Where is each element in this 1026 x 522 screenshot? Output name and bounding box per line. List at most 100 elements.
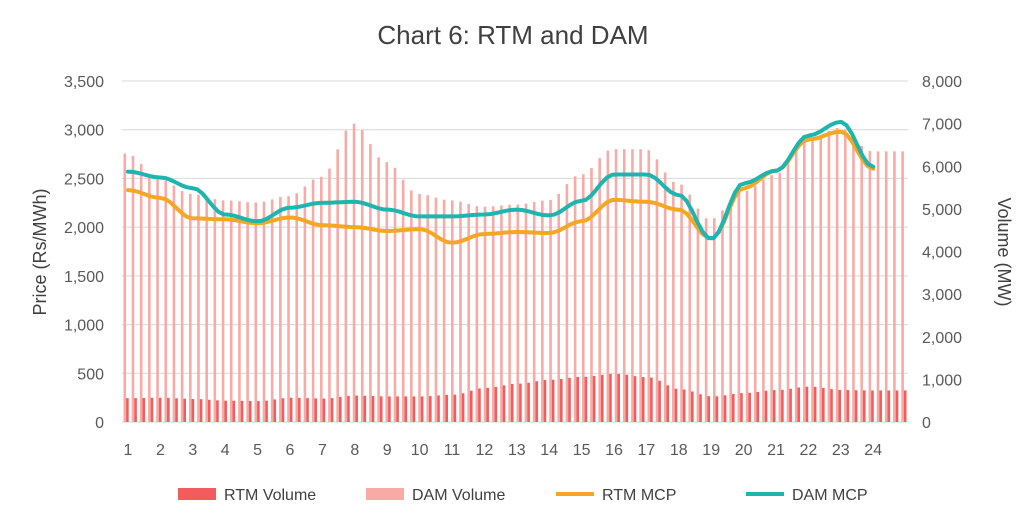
dam-volume-bar (770, 175, 773, 422)
rtm-volume-bar (257, 401, 260, 422)
rtm-volume-bar (404, 396, 408, 422)
x-tick-label: 10 (411, 442, 429, 459)
dam-volume-bar (704, 218, 708, 422)
x-tick-label: 9 (383, 442, 392, 459)
rtm-volume-bar (781, 389, 784, 422)
rtm-volume-bar (429, 396, 432, 422)
rtm-volume-bar (224, 400, 227, 422)
rtm-volume-bar (265, 400, 268, 422)
rtm-volume-bar (731, 393, 735, 422)
left-axis-title: Price (Rs/MWh) (30, 189, 50, 316)
rtm-volume-bar (535, 381, 539, 422)
dam-volume-bar (581, 174, 585, 422)
rtm-volume-bar (240, 400, 244, 422)
rtm-volume-bar (764, 390, 768, 422)
rtm-volume-bar (560, 379, 563, 422)
rtm-volume-bar (289, 397, 293, 422)
dam-volume-bar (565, 184, 569, 422)
dam-volume-bar (238, 201, 241, 422)
rtm-volume-bar (330, 398, 334, 422)
dam-volume-bar (205, 196, 208, 422)
rtm-volume-bar (494, 386, 498, 422)
dam-volume-bar (360, 130, 364, 422)
x-tick-label: 17 (638, 442, 656, 459)
dam-volume-bar (213, 199, 217, 422)
right-tick-label: 4,000 (922, 245, 962, 262)
dam-volume-bar (156, 178, 159, 422)
right-tick-label: 3,000 (922, 287, 962, 304)
dam-volume-bar (843, 129, 847, 423)
dam-volume-bar (811, 139, 814, 422)
rtm-volume-bar (396, 396, 399, 422)
dam-volume-bar (631, 149, 634, 422)
rtm-volume-bar (371, 396, 375, 422)
x-tick-label: 4 (221, 442, 230, 459)
dam-volume-bar (287, 196, 290, 422)
left-tick-label: 2,000 (64, 220, 104, 237)
rtm-volume-bar (298, 397, 301, 422)
rtm-volume-bar (273, 399, 277, 422)
dam-volume-bar (753, 185, 757, 422)
rtm-volume-bar (543, 380, 547, 422)
x-tick-label: 15 (573, 442, 591, 459)
right-tick-label: 1,000 (922, 372, 962, 389)
right-axis-title: Volume (MW) (994, 197, 1014, 306)
dam-volume-bar (336, 149, 339, 422)
dam-volume-bar (663, 172, 667, 422)
dam-volume-bar (803, 141, 806, 422)
dam-volume-bar (459, 201, 462, 422)
dam-volume-bar (148, 173, 151, 422)
x-axis-ticks: 1 2 3 4 5 6 7 8 9 10 11 12 13 14 15 16 17 18 19 20 21 22 23 24 (124, 442, 883, 459)
dam-volume-bar (884, 151, 888, 423)
rtm-volume-bar (216, 400, 219, 422)
rtm-volume-bar (838, 389, 842, 422)
rtm-volume-bar (691, 391, 694, 422)
x-tick-label: 23 (832, 442, 850, 459)
dam-volume-bar (573, 176, 577, 422)
dam-volume-bar (614, 149, 618, 422)
left-tick-label: 1,000 (64, 318, 104, 335)
x-tick-label: 24 (864, 442, 882, 459)
rtm-volume-bar (641, 377, 645, 422)
right-tick-label: 7,000 (922, 117, 962, 134)
rtm-volume-bar (584, 376, 588, 422)
rtm-volume-bar (469, 390, 473, 422)
rtm-volume-bar (862, 390, 866, 422)
dam-volume-bar (778, 172, 782, 422)
dam-volume-bar (721, 210, 724, 422)
gridlines (122, 80, 908, 423)
rtm-volume-bar (813, 386, 817, 422)
dam-volume-bar (180, 191, 184, 422)
rtm-volume-bar (715, 396, 719, 422)
right-tick-label: 0 (922, 415, 931, 432)
dam-volume-bar (516, 204, 520, 422)
rtm-volume-bar (576, 377, 580, 422)
dam-volume-bar (319, 176, 323, 422)
x-tick-label: 21 (767, 442, 785, 459)
dam-volume-bar (541, 200, 544, 422)
rtm-volume-bar (248, 401, 252, 422)
dam-volume-bar (344, 130, 348, 422)
dam-volume-bar (295, 193, 299, 422)
dam-volume-bar (418, 193, 421, 422)
dam-volume-bar (786, 162, 790, 423)
dam-volume-bar (197, 194, 200, 422)
dam-volume-bar (311, 179, 315, 422)
rtm-volume-bar (609, 373, 612, 422)
rtm-volume-bar (903, 390, 907, 422)
dam-volume-bar (270, 199, 274, 422)
dam-volume-bar (221, 200, 225, 422)
rtm-volume-bar (854, 390, 858, 422)
dam-volume-bar (590, 167, 593, 422)
dam-volume-bar (352, 123, 356, 422)
dam-volume-bar (672, 181, 675, 422)
rtm-volume-bar (461, 393, 465, 422)
rtm-volume-bar (510, 383, 514, 422)
dam-volume-bar (123, 153, 127, 422)
right-tick-label: 6,000 (922, 159, 962, 176)
rtm-volume-bar (167, 397, 170, 422)
x-tick-label: 8 (350, 442, 359, 459)
dam-volume-bar (794, 149, 798, 422)
rtm-volume-bar (723, 395, 727, 422)
rtm-volume-bar (748, 392, 751, 422)
